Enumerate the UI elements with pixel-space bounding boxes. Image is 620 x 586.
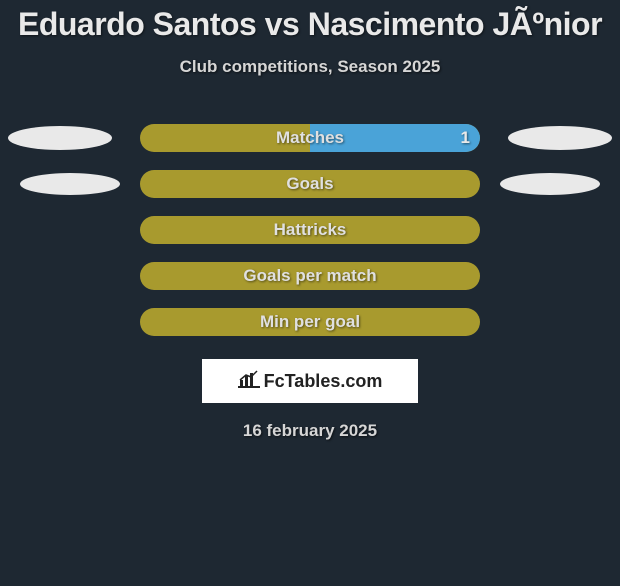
watermark-box: FcTables.com bbox=[202, 359, 418, 403]
stat-label: Matches bbox=[276, 128, 344, 148]
chart-icon bbox=[238, 370, 260, 393]
stat-row: Hattricks bbox=[0, 207, 620, 253]
stat-pill: Matches 1 bbox=[140, 124, 480, 152]
stat-pill: Min per goal bbox=[140, 308, 480, 336]
stat-row: Goals per match bbox=[0, 253, 620, 299]
stat-pill: Goals bbox=[140, 170, 480, 198]
date-text: 16 february 2025 bbox=[0, 421, 620, 441]
right-ellipse bbox=[508, 126, 612, 150]
stat-row: Goals bbox=[0, 161, 620, 207]
comparison-container: Eduardo Santos vs Nascimento JÃºnior Clu… bbox=[0, 6, 620, 441]
left-ellipse bbox=[8, 126, 112, 150]
stat-label: Goals bbox=[286, 174, 333, 194]
stat-label: Hattricks bbox=[274, 220, 347, 240]
page-title: Eduardo Santos vs Nascimento JÃºnior bbox=[0, 6, 620, 43]
watermark-text: FcTables.com bbox=[238, 370, 383, 393]
watermark-label: FcTables.com bbox=[264, 371, 383, 392]
stat-label: Min per goal bbox=[260, 312, 360, 332]
stat-label: Goals per match bbox=[243, 266, 376, 286]
stat-rows: Matches 1 Goals Hattricks Goals per match Min… bbox=[0, 115, 620, 345]
stat-row: Matches 1 bbox=[0, 115, 620, 161]
page-subtitle: Club competitions, Season 2025 bbox=[0, 57, 620, 77]
stat-value-right: 1 bbox=[461, 124, 470, 152]
left-ellipse bbox=[20, 173, 120, 195]
stat-pill: Goals per match bbox=[140, 262, 480, 290]
right-ellipse bbox=[500, 173, 600, 195]
stat-row: Min per goal bbox=[0, 299, 620, 345]
stat-pill: Hattricks bbox=[140, 216, 480, 244]
